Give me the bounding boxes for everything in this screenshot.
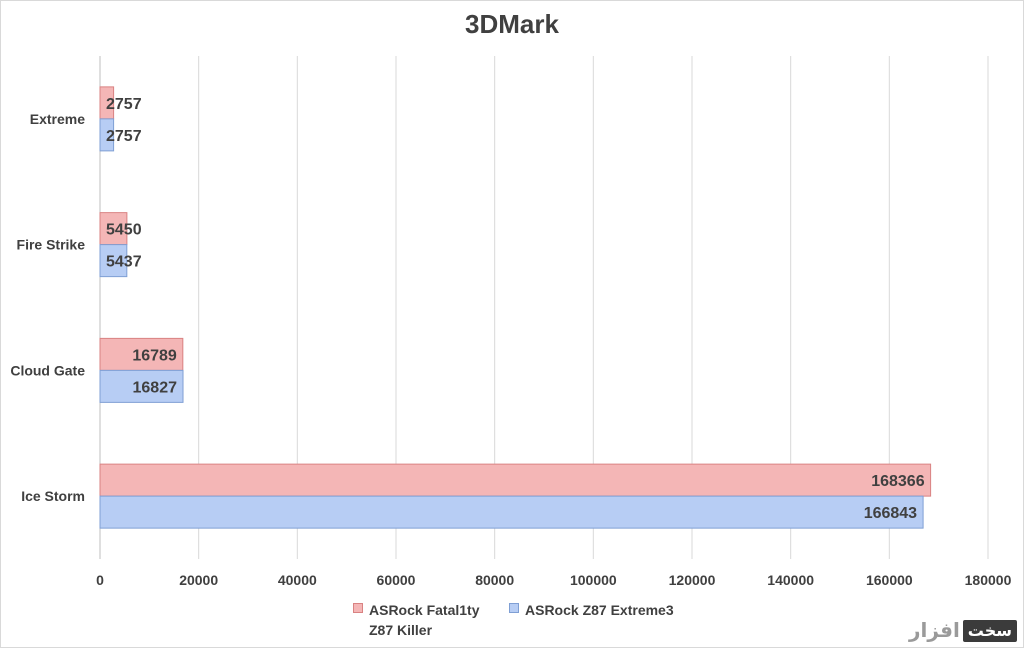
x-tick-label-4: 80000 [475, 572, 514, 588]
bar-s2-0 [99, 118, 115, 152]
legend-swatch-series-1 [353, 603, 363, 613]
x-tick-label-6: 120000 [669, 572, 716, 588]
legend-label-series-1-line-1: ASRock Fatal1ty [369, 602, 480, 618]
legend-label-series-2: ASRock Z87 Extreme3 [525, 602, 674, 618]
watermark-text: افزار [909, 620, 960, 642]
data-label-s1-2: 16789 [132, 347, 177, 364]
x-tick-label-0: 0 [96, 572, 104, 588]
legend-item-series-2: ASRock Z87 Extreme3 [509, 600, 674, 620]
x-tick-label-2: 40000 [278, 572, 317, 588]
x-tick-label-7: 140000 [767, 572, 814, 588]
data-label-s2-0: 2757 [106, 128, 142, 145]
y-category-label-2: Cloud Gate [10, 362, 85, 378]
x-tick-label-1: 20000 [179, 572, 218, 588]
data-label-s2-1: 5437 [106, 254, 142, 271]
data-label-s1-1: 5450 [106, 222, 142, 239]
x-tick-label-5: 100000 [570, 572, 617, 588]
watermark-logo: افزار سخت [909, 618, 1017, 643]
y-category-label-3: Ice Storm [21, 488, 85, 504]
bar-s2-1 [99, 244, 128, 278]
legend-swatch-series-2 [509, 603, 519, 613]
x-tick-label-8: 160000 [866, 572, 913, 588]
bar-s1-3 [99, 463, 932, 497]
data-label-s2-2: 16827 [133, 379, 178, 396]
watermark-box: سخت [962, 619, 1017, 642]
legend-item-series-1: ASRock Fatal1ty Z87 Killer [353, 600, 479, 640]
data-label-s2-3: 166843 [864, 505, 917, 522]
bar-s1-2 [99, 337, 184, 371]
data-label-s1-3: 168366 [871, 473, 924, 490]
bar-s2-3 [99, 495, 924, 529]
legend: ASRock Fatal1ty Z87 Killer ASRock Z87 Ex… [353, 600, 693, 642]
legend-label-series-1-line-2: Z87 Killer [369, 622, 433, 638]
bar-chart-plot: 0 20000 40000 60000 80000 100000 120000 140000 1… [10, 56, 1012, 588]
x-tick-label-3: 60000 [377, 572, 416, 588]
x-tick-label-9: 180000 [965, 572, 1012, 588]
chart-title: 3DMark [465, 9, 559, 39]
y-category-label-0: Extreme [30, 111, 85, 127]
y-category-label-1: Fire Strike [17, 237, 86, 253]
data-label-s1-0: 2757 [106, 96, 142, 113]
bar-s2-2 [99, 369, 184, 403]
